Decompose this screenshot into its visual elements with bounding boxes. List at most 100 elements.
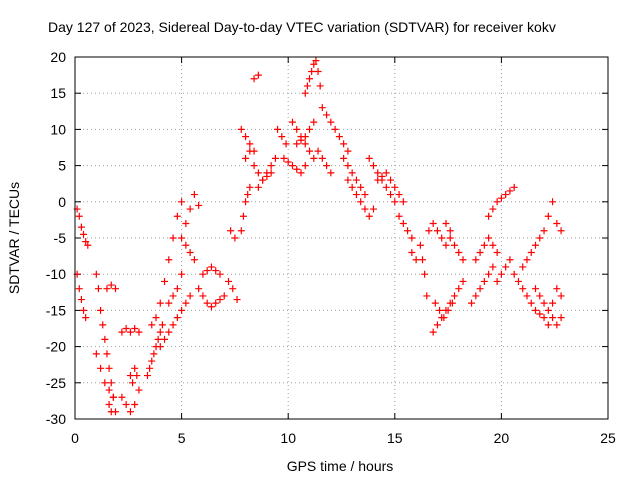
data-point xyxy=(318,154,326,162)
data-point xyxy=(122,325,130,332)
data-point xyxy=(126,372,134,380)
x-tick-label: 10 xyxy=(280,430,296,446)
data-point xyxy=(361,205,369,213)
series-seg14 xyxy=(165,270,186,307)
series-seg44 xyxy=(485,183,518,220)
data-point xyxy=(557,227,565,235)
series-seg1 xyxy=(73,205,92,249)
data-point xyxy=(101,379,109,387)
data-point xyxy=(173,285,181,293)
data-point xyxy=(429,220,437,228)
data-point xyxy=(318,104,326,112)
data-point xyxy=(112,285,120,293)
data-point xyxy=(408,234,416,242)
data-point xyxy=(314,147,322,155)
y-tick-label: -15 xyxy=(46,302,66,318)
data-point xyxy=(190,256,198,264)
data-point xyxy=(250,75,258,83)
data-point xyxy=(82,314,90,322)
data-point xyxy=(199,292,207,300)
data-point xyxy=(178,198,186,206)
data-point xyxy=(148,357,156,365)
y-tick-label: 0 xyxy=(58,194,66,210)
data-point xyxy=(519,285,527,293)
y-tick-label: 5 xyxy=(58,158,66,174)
data-point xyxy=(148,321,156,329)
data-point xyxy=(282,140,290,148)
data-point xyxy=(186,248,194,256)
data-point xyxy=(549,314,557,322)
data-point xyxy=(536,234,544,242)
data-point xyxy=(455,285,463,293)
data-point xyxy=(80,306,88,314)
y-tick-label: -20 xyxy=(46,339,66,355)
chart-title: Day 127 of 2023, Sidereal Day-to-day VTE… xyxy=(48,19,556,35)
data-point xyxy=(369,205,377,213)
data-point xyxy=(161,335,169,343)
series-seg6 xyxy=(103,281,120,293)
data-point xyxy=(433,321,441,329)
data-point xyxy=(244,191,252,199)
data-point xyxy=(129,379,137,387)
data-point xyxy=(361,191,369,199)
data-point xyxy=(510,183,518,191)
data-point xyxy=(199,270,207,278)
data-point xyxy=(327,118,335,126)
data-point xyxy=(75,212,83,220)
data-point xyxy=(301,140,309,148)
data-point xyxy=(165,328,173,336)
data-point xyxy=(156,343,164,351)
data-point xyxy=(553,321,561,329)
data-point xyxy=(190,191,198,199)
data-point xyxy=(391,198,399,206)
data-point xyxy=(310,60,318,68)
data-point xyxy=(433,227,441,235)
series-seg18 xyxy=(225,277,241,304)
series-seg5 xyxy=(105,393,120,416)
data-point xyxy=(382,169,390,177)
series-seg4 xyxy=(92,350,117,401)
data-point xyxy=(297,169,305,177)
data-point xyxy=(133,372,141,380)
data-point xyxy=(502,263,510,271)
data-point xyxy=(178,306,186,314)
data-point xyxy=(92,270,100,278)
series-seg45 xyxy=(493,256,514,285)
data-point xyxy=(263,172,271,180)
series-seg37 xyxy=(416,241,431,300)
x-tick-label: 20 xyxy=(494,430,510,446)
data-point xyxy=(195,285,203,293)
data-point xyxy=(391,183,399,191)
data-point xyxy=(310,154,318,162)
data-point xyxy=(395,212,403,220)
data-point xyxy=(152,314,160,322)
data-point xyxy=(549,299,557,307)
data-point xyxy=(242,154,250,162)
data-point xyxy=(306,75,314,83)
data-point xyxy=(540,314,548,322)
data-point xyxy=(182,241,190,249)
data-point xyxy=(254,183,262,191)
data-point xyxy=(301,162,309,170)
data-point xyxy=(288,162,296,170)
data-point xyxy=(306,125,314,133)
data-point xyxy=(288,118,296,126)
series-seg11 xyxy=(148,198,186,329)
data-point xyxy=(301,89,309,97)
data-point xyxy=(118,393,126,401)
data-point xyxy=(423,292,431,300)
series-seg19 xyxy=(227,227,239,242)
data-point xyxy=(544,212,552,220)
series-seg13 xyxy=(178,191,203,242)
data-point xyxy=(382,183,390,191)
data-point xyxy=(242,198,250,206)
data-point xyxy=(514,277,522,285)
series-seg3 xyxy=(92,270,115,387)
data-point xyxy=(352,191,360,199)
data-point xyxy=(146,364,154,372)
data-point xyxy=(203,267,211,275)
data-point xyxy=(444,306,452,314)
data-point xyxy=(254,71,262,79)
data-point xyxy=(216,270,224,278)
